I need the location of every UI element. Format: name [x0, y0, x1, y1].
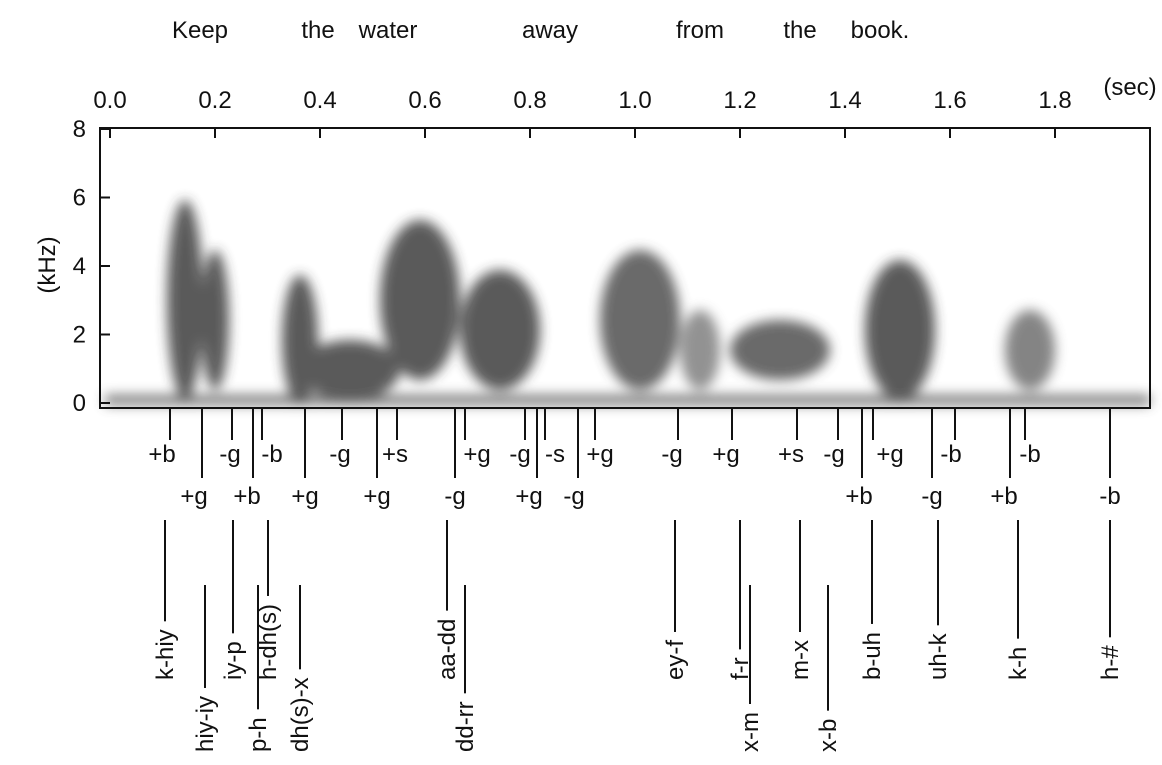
transition-label: uh-k — [925, 632, 952, 680]
landmark-label: -b — [940, 441, 961, 468]
landmark-label: +s — [778, 441, 804, 468]
landmark-label: -g — [921, 483, 942, 510]
transition-label: k-hiy — [152, 629, 179, 680]
landmark-label: +b — [148, 441, 175, 468]
transition-label: m-x — [787, 640, 814, 680]
landmark-label: -g — [823, 441, 844, 468]
landmark-label: +g — [463, 441, 490, 468]
x-tick-label: 0.4 — [303, 87, 336, 114]
landmark-label: +b — [990, 483, 1017, 510]
y-tick-label: 8 — [73, 116, 86, 143]
landmark-label: +g — [180, 483, 207, 510]
spectrogram — [105, 200, 1150, 405]
transition-label: b-uh — [859, 632, 886, 680]
transition-label: hiy-iy — [192, 696, 219, 752]
y-tick-label: 4 — [73, 253, 86, 280]
landmark-label: +g — [712, 441, 739, 468]
transition-label: dd-rr — [452, 701, 479, 752]
x-tick-label: 0.0 — [93, 87, 126, 114]
landmark-label: +g — [291, 483, 318, 510]
sentence-word: the — [783, 17, 816, 44]
x-tick-label: 0.8 — [513, 87, 546, 114]
landmark-label: -b — [1019, 441, 1040, 468]
transition-label: ey-f — [662, 640, 689, 680]
y-axis-label: (kHz) — [34, 236, 61, 293]
x-tick-label: 0.6 — [408, 87, 441, 114]
landmark-label: -g — [444, 483, 465, 510]
landmark-label: +g — [515, 483, 542, 510]
landmark-label: +b — [233, 483, 260, 510]
transition-label: dh(s)-x — [287, 677, 314, 752]
landmark-label: -g — [661, 441, 682, 468]
transition-label: k-h — [1005, 647, 1032, 680]
transition-label: x-m — [737, 712, 764, 752]
y-tick-label: 0 — [73, 390, 86, 417]
y-tick-label: 6 — [73, 185, 86, 212]
landmark-label: +b — [845, 483, 872, 510]
x-tick-label: 0.2 — [198, 87, 231, 114]
landmark-label: -g — [219, 441, 240, 468]
landmark-label: +s — [382, 441, 408, 468]
y-tick-label: 2 — [73, 322, 86, 349]
landmark-label: +g — [363, 483, 390, 510]
transition-label: h-dh(s) — [255, 604, 282, 680]
transition-label: iy-p — [220, 641, 247, 680]
landmark-label: -b — [261, 441, 282, 468]
x-axis-unit: (sec) — [1103, 74, 1156, 101]
landmark-label: +g — [876, 441, 903, 468]
landmark-label: -g — [329, 441, 350, 468]
transition-label: aa-dd — [434, 619, 461, 680]
x-tick-label: 1.6 — [933, 87, 966, 114]
sentence-word: the — [301, 17, 334, 44]
transition-label: x-b — [815, 719, 842, 752]
transition-label: p-h — [245, 717, 272, 752]
x-tick-label: 1.0 — [618, 87, 651, 114]
landmark-label: -b — [1099, 483, 1120, 510]
sentence-word: away — [522, 17, 578, 44]
landmark-label: -g — [509, 441, 530, 468]
x-tick-label: 1.8 — [1038, 87, 1071, 114]
sentence-word: water — [358, 17, 418, 44]
x-tick-label: 1.4 — [828, 87, 861, 114]
landmark-label: -s — [545, 441, 565, 468]
sentence-word: from — [676, 17, 724, 44]
sentence-word: Keep — [172, 17, 228, 44]
plot-frame — [99, 127, 1151, 409]
x-tick-label: 1.2 — [723, 87, 756, 114]
transition-label: f-r — [727, 657, 754, 680]
transition-label: h-# — [1097, 645, 1124, 680]
landmark-label: +g — [586, 441, 613, 468]
landmark-label: -g — [563, 483, 584, 510]
sentence-word: book. — [851, 17, 910, 44]
